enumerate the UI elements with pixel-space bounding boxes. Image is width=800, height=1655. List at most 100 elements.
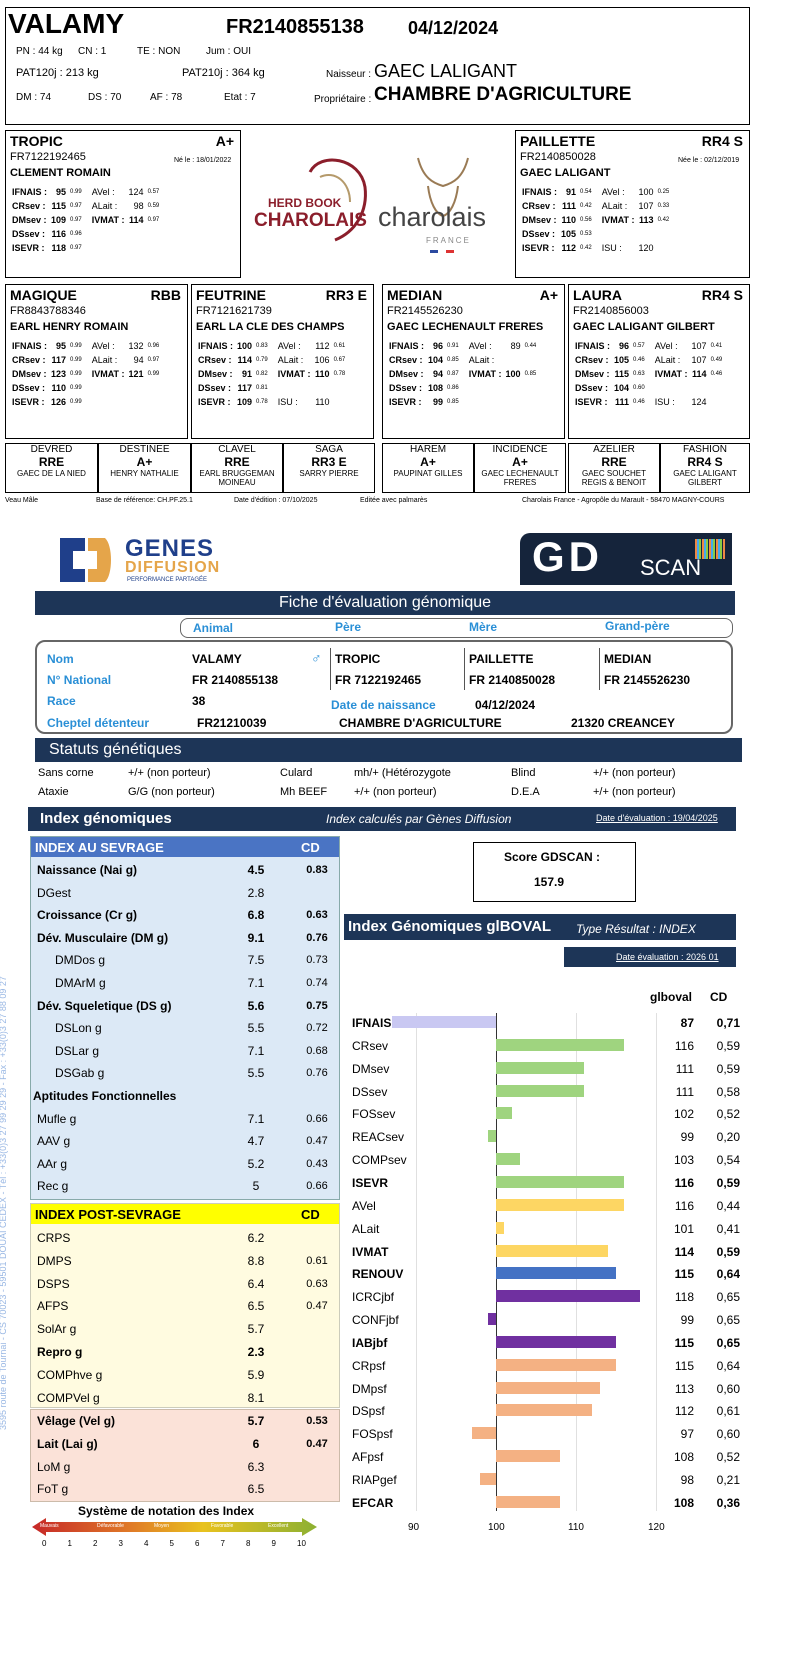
index-cell: ALait : [468, 355, 495, 365]
pat120: PAT120j : 213 kg [16, 67, 99, 79]
index-cell: IFNAIS : [389, 341, 424, 351]
index-cell: ISEVR : [575, 397, 608, 407]
index-calc: Index calculés par Gènes Diffusion [326, 812, 512, 826]
chart-value-label: 116 [674, 1038, 694, 1053]
index-cell: 126 [51, 397, 67, 407]
chart-value-label: 116 [674, 1175, 694, 1190]
notation-tick: 10 [297, 1539, 306, 1548]
index-label: Lait (Lai g) [37, 1436, 98, 1451]
index-cell: 123 [51, 369, 67, 379]
index-cell: 117 [51, 355, 67, 365]
index-cell [656, 227, 672, 241]
animal-name: VALAMY [8, 8, 125, 39]
index-row: DMsev : 110 0.56 IVMAT : 113 0.42 [520, 213, 671, 227]
index-cell: 106 [314, 355, 330, 365]
chart-category-label: DMpsf [352, 1381, 387, 1396]
index-row: COMPhve g 5.9 [31, 1364, 339, 1386]
chart-cd-label: 0,58 [716, 1084, 740, 1099]
index-cell: AVel : [654, 341, 678, 351]
index-cell: 124 [691, 397, 707, 407]
index-cell: ISEVR : [12, 243, 45, 253]
index-label: Dév. Squeletique (DS g) [37, 998, 172, 1013]
col-mere: Mère [469, 620, 498, 634]
index-value: 2.8 [247, 885, 265, 900]
index-row: IFNAIS : 95 0.99 AVel : 124 0.57 [10, 185, 161, 199]
index-cell: IVMAT : [468, 369, 502, 379]
velage-panel: Vêlage (Vel g) 5.7 0.53 Lait (Lai g) 6 0.47 Lo… [30, 1409, 340, 1502]
index-cell: 0.41 [710, 343, 723, 349]
index-cell: ISEVR : [389, 397, 422, 407]
index-cell [146, 381, 162, 395]
score-box: Score GDSCAN : 157.9 [473, 842, 636, 902]
index-value: 4.7 [247, 1134, 265, 1149]
index-cell: 110 [315, 397, 330, 407]
dam-id: FR2140850028 [520, 151, 596, 163]
chart-cd-label: 0,59 [716, 1038, 740, 1053]
index-cell: 95 [56, 341, 67, 351]
pat210: PAT210j : 364 kg [182, 67, 265, 79]
chart-bar [496, 1153, 520, 1166]
notation-tick: 0 [42, 1539, 47, 1548]
index-value: 5.6 [247, 998, 265, 1013]
gp-owner: EARL LA CLE DES CHAMPS [196, 321, 345, 333]
ggp-cell: DEVRED RRE GAEC DE LA NIED [5, 443, 98, 493]
chart-value-label: 97 [680, 1427, 694, 1442]
ggp-name: CLAVEL [218, 444, 256, 455]
iboval-date: Date évaluation : 2026 01 [616, 952, 719, 962]
chart-cd-label: 0,52 [716, 1107, 740, 1122]
index-cell: 0.42 [580, 245, 592, 251]
chart-tick-label: 120 [648, 1522, 665, 1533]
index-cell: ALait : [654, 355, 681, 365]
index-row: DSLar g 7.1 0.68 [31, 1040, 339, 1062]
gp-box-2: MEDIAN A+ FR2145526230 GAEC LECHENAULT F… [382, 284, 565, 439]
chart-category-label: EFCAR [352, 1495, 394, 1510]
index-cell: CRsev : [389, 355, 423, 365]
st-0-2: Culard [280, 767, 313, 779]
score-value: 157.9 [534, 875, 565, 889]
index-row: IFNAIS : 100 0.83 AVel : 112 0.61 [196, 339, 347, 353]
chart-bar [480, 1473, 496, 1485]
barcode-icon [695, 539, 725, 559]
chart-value-label: 99 [680, 1313, 694, 1328]
chart-bar [496, 1335, 616, 1348]
index-cell: IVMAT : [654, 369, 688, 379]
gp-owner: EARL HENRY ROMAIN [10, 321, 129, 333]
index-row: CRsev : 117 0.99 ALait : 94 0.97 [10, 353, 161, 367]
index-value: 5.9 [247, 1367, 265, 1382]
animal-chep: FR21210039 [197, 716, 267, 730]
index-cell: ISEVR : [198, 397, 231, 407]
index-cell: 0.96 [147, 343, 160, 349]
index-row: DMsev : 91 0.82 IVMAT : 110 0.78 [196, 367, 347, 381]
statuts-title: Statuts génétiques [49, 741, 182, 758]
ggp-cell: HAREM A+ PAUPINAT GILLES [382, 443, 474, 493]
index-row: ISEVR : 112 0.42 ISU : 120 [520, 241, 671, 255]
chart-value-label: 108 [673, 1450, 694, 1465]
gd-word: GD [532, 533, 603, 580]
cow-head-icon [417, 157, 469, 218]
index-cell: 0.56 [580, 217, 592, 223]
index-title: Index génomiques [40, 810, 172, 827]
chart-value-label: 111 [675, 1084, 694, 1099]
ggp-owner: HENRY NATHALIE [110, 469, 179, 478]
chart-bar [496, 1404, 592, 1417]
index-cell: 0.99 [70, 189, 82, 195]
gp-name: LAURA [573, 287, 622, 303]
index-row: DGest 2.8 [31, 882, 339, 904]
ggp-rank: RRE [601, 455, 627, 469]
notation-title: Système de notation des Index [78, 1504, 255, 1518]
index-cell: 0.63 [633, 371, 645, 377]
index-row: COMPVel g 8.1 [31, 1387, 339, 1409]
index-cell [647, 381, 690, 395]
index-value: 6 [252, 1436, 260, 1451]
ggp-name: FASHION [683, 444, 727, 455]
index-cell: DSsev : [198, 383, 232, 393]
st-0-5: +/+ (non porteur) [593, 767, 676, 779]
index-cell: 116 [51, 229, 67, 239]
chart-value-label: 103 [673, 1153, 694, 1168]
index-label: COMPVel g [37, 1390, 100, 1405]
index-cell [637, 227, 656, 241]
index-cell: 91 [242, 369, 253, 379]
post-header: INDEX POST-SEVRAGE CD [31, 1204, 339, 1224]
chart-category-label: DMsev [352, 1061, 390, 1076]
label-nom: Nom [47, 652, 74, 666]
